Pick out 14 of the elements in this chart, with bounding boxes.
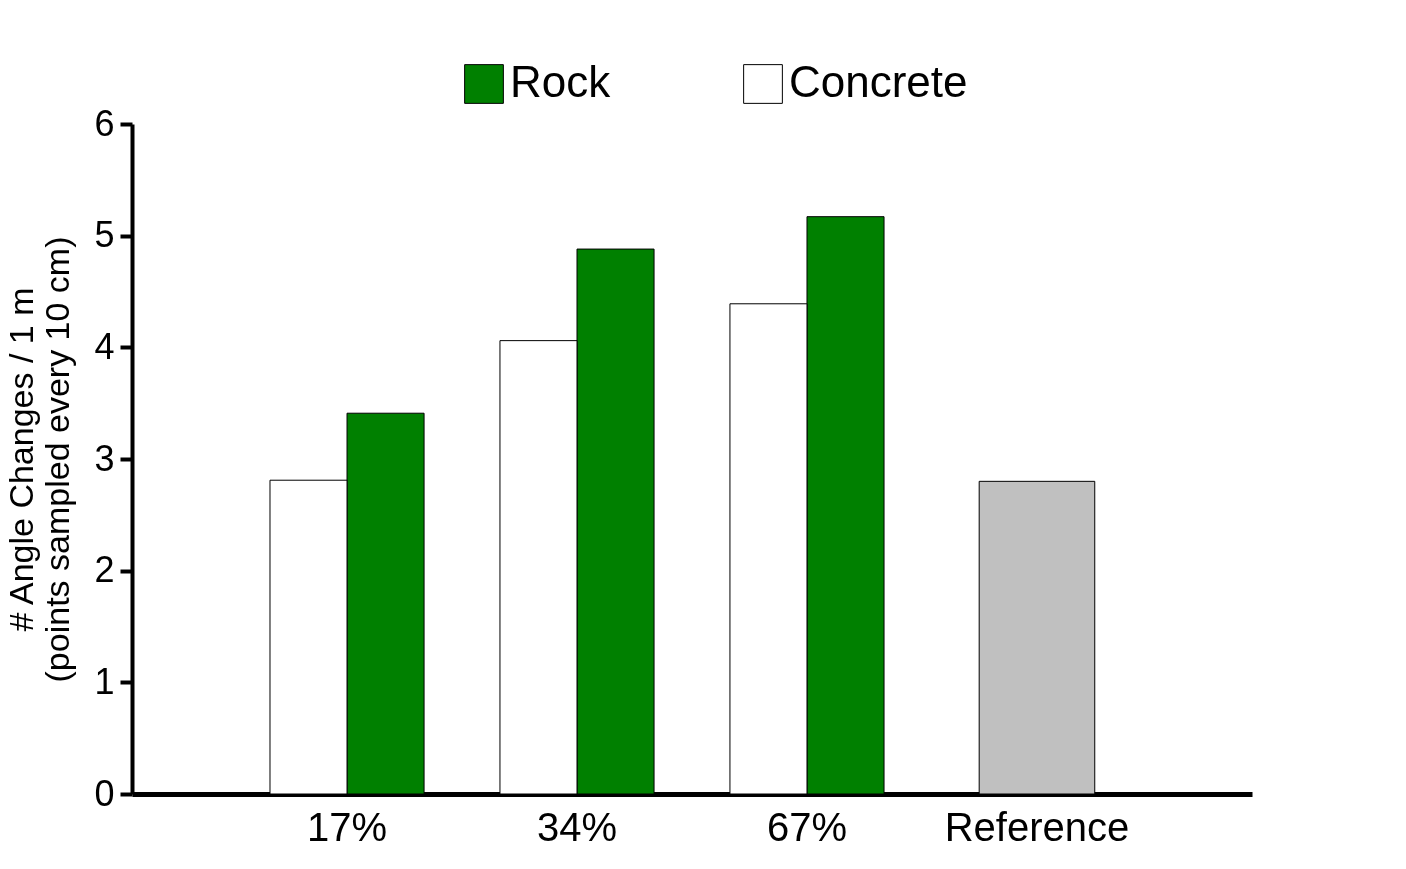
- y-tick-label: 0: [94, 772, 115, 814]
- y-tick-label: 6: [94, 102, 115, 144]
- x-tick-label: 34%: [536, 804, 618, 849]
- y-axis-title: # Angle Changes / 1 m (points sampled every 10 cm): [2, 236, 77, 683]
- legend-label: Concrete: [789, 57, 968, 106]
- y-tick-label: 3: [94, 437, 115, 479]
- y-tick-label: 4: [94, 325, 115, 367]
- y-tick-label: 2: [94, 549, 115, 591]
- y-tick-label: 5: [94, 214, 115, 256]
- y-tick-label: 1: [94, 660, 115, 702]
- x-tick-label: 17%: [307, 804, 388, 849]
- legend-label: Rock: [510, 57, 612, 106]
- x-tick-label: 67%: [766, 804, 848, 849]
- x-tick-label: Reference: [944, 804, 1130, 849]
